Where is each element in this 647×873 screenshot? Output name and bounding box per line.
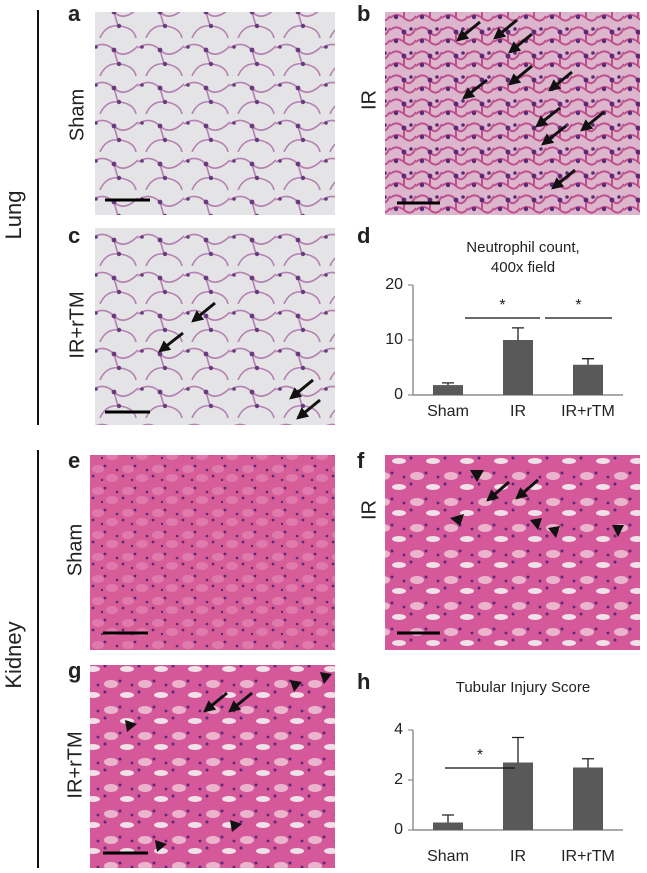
arrowheads [125,470,624,852]
scale-bars [103,198,440,855]
bar [433,822,463,830]
chart-title: Tubular Injury Score [456,679,591,696]
condition-label: IR [358,90,380,110]
panel-letter: a [68,1,81,26]
y-tick-label: 2 [394,771,403,788]
panel-letter: d [357,223,370,248]
condition-label: Sham [64,524,86,576]
bar [503,762,533,830]
error-bar [512,736,524,763]
micrograph [90,455,335,650]
error-bar [582,358,594,365]
error-bar [442,814,454,823]
error-bar [582,758,594,768]
x-tick-label: IR+rTM [561,848,615,865]
condition-label: IR+rTM [66,291,88,358]
y-tick-label: 0 [394,386,403,403]
condition-label: Sham [66,89,88,141]
micrograph [90,665,335,868]
y-tick-label: 20 [385,276,403,293]
panel-letter: g [68,658,81,683]
y-tick-label: 0 [394,821,403,838]
bar [573,767,603,830]
organ-label: Lung [1,191,26,240]
x-tick-label: IR [510,848,526,865]
y-tick-label: 10 [385,331,403,348]
micrograph [95,12,335,215]
error-bar [442,382,454,386]
condition-label: IR [358,500,380,520]
panel-letter: b [357,1,370,26]
significance-mark: * [499,297,505,314]
chart-title: Neutrophil count, [466,239,579,256]
x-tick-label: IR+rTM [561,403,615,420]
panel-letter: e [68,448,80,473]
bar [503,340,533,395]
condition-label: IR+rTM [64,731,86,798]
significance-mark: * [477,747,483,764]
panel-letter: h [357,669,370,694]
error-bar [512,327,524,340]
arrows [158,18,605,713]
significance-mark: * [575,297,581,314]
organ-label: Kidney [1,621,26,688]
bar [433,385,463,395]
bar [573,364,603,395]
x-tick-label: Sham [427,848,469,865]
micrograph [95,228,335,425]
x-tick-label: Sham [427,403,469,420]
panel-letter: f [357,448,365,473]
chart-title: 400x field [491,259,555,276]
micrograph [385,455,640,650]
y-tick-label: 4 [394,721,403,738]
x-tick-label: IR [510,403,526,420]
panel-letter: c [68,223,80,248]
